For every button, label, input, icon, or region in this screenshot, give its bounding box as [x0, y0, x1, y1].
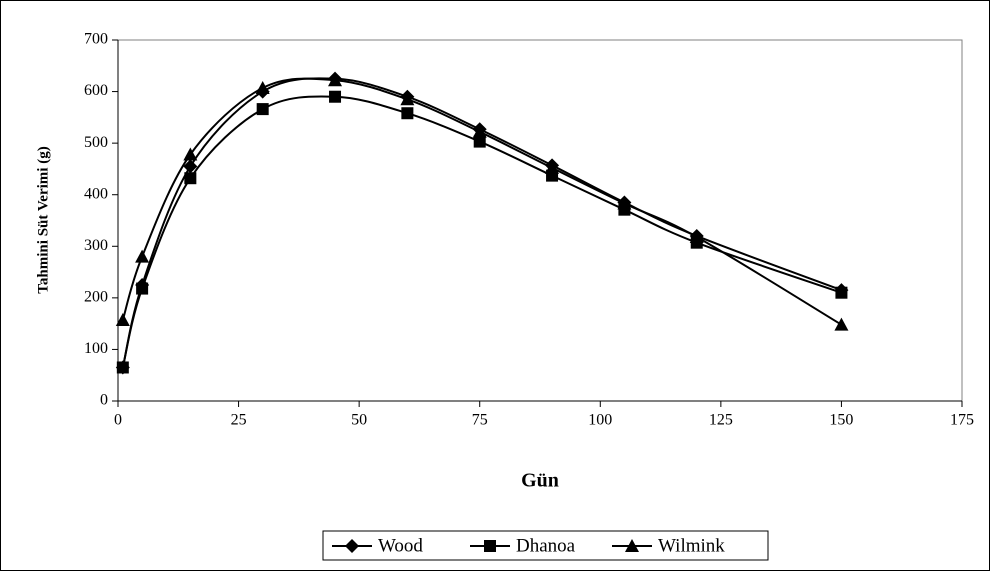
x-tick-label: 175 — [950, 412, 974, 429]
marker — [400, 92, 415, 106]
y-tick-label: 500 — [84, 134, 108, 151]
y-tick-label: 0 — [100, 392, 108, 409]
marker — [617, 196, 632, 210]
marker — [116, 361, 129, 374]
y-axis-label: Tahmini Süt Verimi (g) — [35, 146, 51, 293]
marker — [329, 90, 342, 103]
legend-marker — [345, 539, 359, 553]
marker — [401, 107, 414, 120]
marker — [473, 135, 486, 148]
marker — [255, 80, 270, 94]
marker — [183, 159, 198, 174]
x-axis-label: Gün — [521, 470, 559, 492]
y-tick-label: 700 — [84, 31, 108, 48]
marker — [136, 282, 149, 295]
x-tick-label: 75 — [472, 412, 488, 429]
legend-marker — [625, 539, 639, 552]
legend-marker — [484, 540, 496, 552]
marker — [135, 249, 150, 263]
y-tick-label: 600 — [84, 82, 108, 99]
x-tick-label: 125 — [709, 412, 733, 429]
marker — [184, 172, 197, 185]
y-tick-label: 400 — [84, 185, 108, 202]
x-tick-label: 0 — [114, 412, 122, 429]
legend — [322, 530, 769, 561]
y-tick-label: 300 — [84, 237, 108, 254]
x-tick-label: 25 — [231, 412, 247, 429]
marker — [183, 147, 198, 161]
marker — [689, 230, 704, 244]
marker — [115, 313, 130, 327]
x-tick-label: 150 — [829, 412, 853, 429]
marker — [834, 317, 849, 331]
y-tick-label: 200 — [84, 289, 108, 306]
legend-label: Wilmink — [658, 535, 725, 556]
marker — [256, 103, 269, 116]
marker — [328, 73, 343, 87]
legend-label: Wood — [378, 535, 423, 556]
marker — [835, 286, 848, 299]
x-tick-label: 100 — [588, 412, 612, 429]
marker — [545, 160, 560, 174]
legend-label: Dhanoa — [516, 535, 576, 556]
marker — [472, 124, 487, 138]
x-tick-label: 50 — [351, 412, 367, 429]
y-tick-label: 100 — [84, 340, 108, 357]
